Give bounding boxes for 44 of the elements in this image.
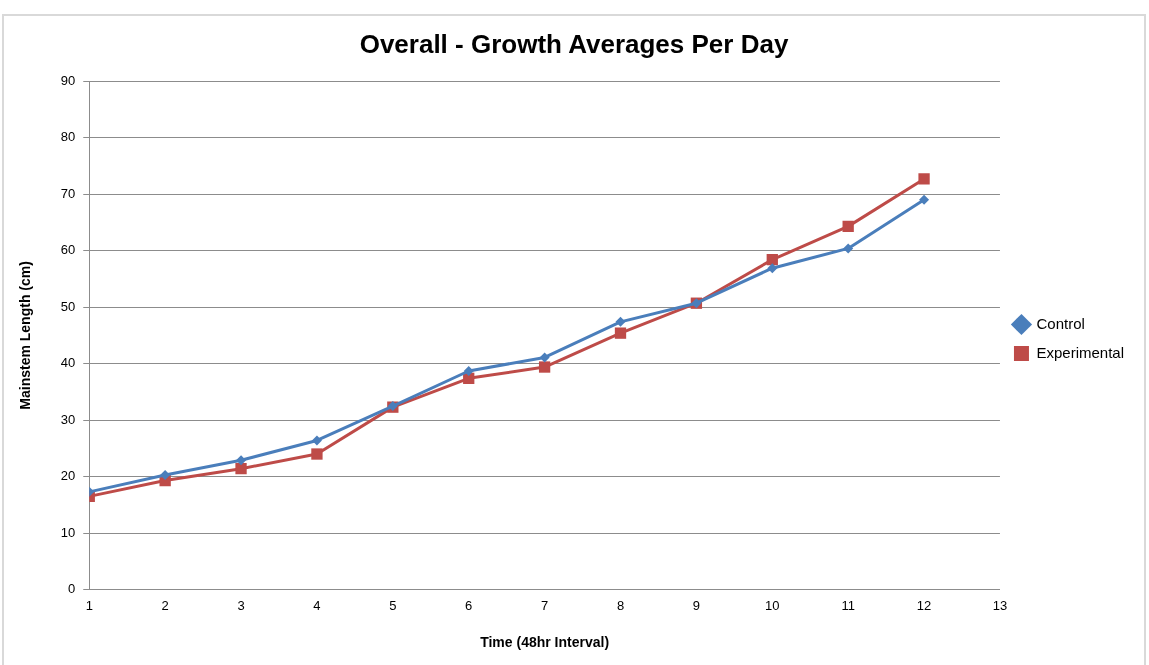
y-tick-label: 30 bbox=[60, 411, 76, 427]
point bbox=[235, 463, 247, 475]
chart-title: Overall - Growth Averages Per Day bbox=[359, 28, 789, 59]
y-tick-label: 50 bbox=[60, 298, 76, 314]
y-tick-label: 20 bbox=[60, 468, 76, 484]
y-tick-label: 90 bbox=[60, 72, 76, 88]
x-tick-label: 4 bbox=[313, 597, 321, 613]
x-tick-label: 6 bbox=[465, 597, 473, 613]
point bbox=[767, 263, 778, 274]
point bbox=[918, 173, 930, 185]
legend-label: Experimental bbox=[1036, 343, 1125, 361]
legend-label: Control bbox=[1036, 314, 1085, 332]
x-tick-label: 1 bbox=[85, 597, 93, 613]
point bbox=[614, 327, 627, 339]
point bbox=[538, 361, 551, 373]
point bbox=[615, 316, 626, 327]
x-tick-label: 2 bbox=[161, 597, 169, 613]
x-tick-label: 10 bbox=[765, 597, 780, 613]
x-tick-label: 11 bbox=[841, 597, 855, 613]
point bbox=[766, 254, 778, 266]
x-tick-label: 3 bbox=[237, 597, 245, 613]
x-tick-label: 7 bbox=[540, 597, 549, 613]
x-tick-label: 12 bbox=[916, 597, 932, 613]
y-tick-label: 0 bbox=[68, 581, 76, 597]
point bbox=[311, 435, 322, 446]
point bbox=[842, 220, 854, 233]
y-axis-title: Mainstem Length (cm) bbox=[17, 261, 34, 410]
point bbox=[843, 243, 854, 254]
point bbox=[919, 194, 930, 205]
point bbox=[236, 455, 247, 466]
x-axis-title: Time (48hr Interval) bbox=[480, 634, 610, 651]
point bbox=[311, 448, 323, 460]
y-tick-label: 70 bbox=[60, 185, 76, 201]
y-tick-label: 10 bbox=[60, 524, 76, 540]
x-tick-label: 13 bbox=[992, 597, 1008, 613]
y-tick-label: 80 bbox=[60, 129, 76, 145]
y-tick-label: 60 bbox=[60, 242, 76, 258]
x-tick-label: 9 bbox=[692, 597, 701, 613]
x-tick-label: 5 bbox=[389, 597, 397, 613]
x-tick-label: 8 bbox=[616, 597, 625, 613]
y-tick-label: 40 bbox=[60, 355, 76, 371]
point bbox=[539, 352, 550, 363]
point bbox=[160, 469, 171, 480]
point bbox=[463, 365, 474, 376]
